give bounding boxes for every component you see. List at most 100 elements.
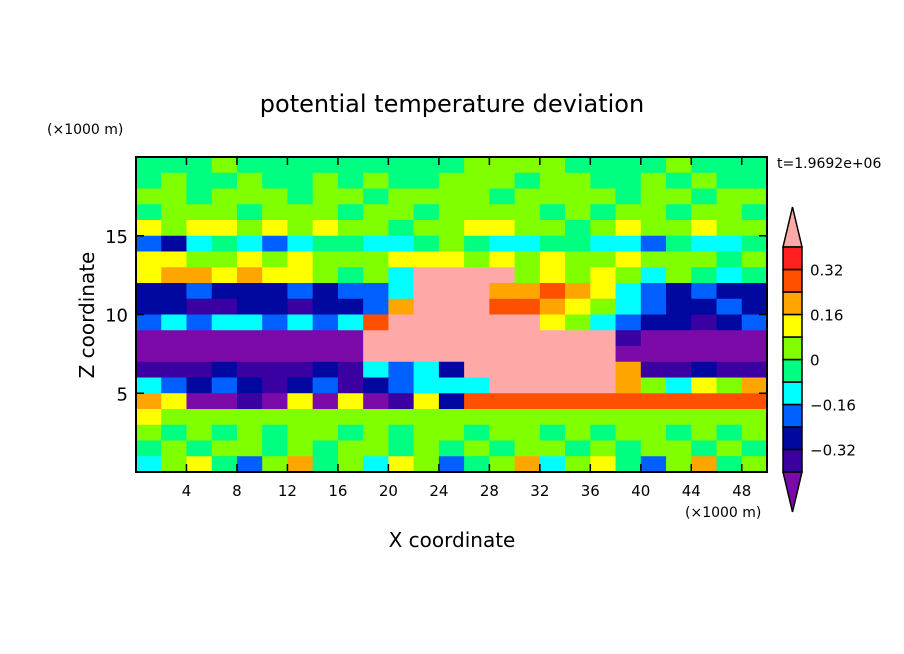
heatmap-cell	[186, 393, 213, 410]
heatmap-cell	[287, 283, 314, 300]
heatmap-cell	[666, 220, 692, 237]
heatmap-cell	[615, 440, 642, 457]
heatmap-cell	[691, 361, 718, 378]
heatmap-cell	[236, 440, 263, 457]
heatmap-cell	[161, 393, 187, 410]
heatmap-cell	[741, 251, 768, 268]
heatmap-cell	[590, 456, 617, 473]
heatmap-cell	[691, 456, 718, 473]
heatmap-cell	[565, 361, 591, 378]
heatmap-cell	[716, 172, 743, 189]
heatmap-cell	[388, 456, 415, 473]
colorbar-box	[782, 336, 803, 361]
heatmap-cell	[741, 456, 768, 473]
heatmap-cell	[489, 204, 516, 221]
heatmap-cell	[312, 361, 339, 378]
heatmap-cell	[312, 283, 339, 300]
heatmap-cell	[211, 251, 238, 268]
heatmap-cell	[337, 267, 364, 284]
heatmap-cell	[287, 220, 314, 237]
heatmap-cell	[741, 172, 768, 189]
heatmap-cell	[590, 188, 617, 205]
heatmap-cell	[287, 172, 314, 189]
heatmap-cell	[211, 377, 238, 394]
heatmap-cell	[514, 377, 541, 394]
heatmap-cell	[691, 298, 718, 315]
heatmap-cell	[514, 267, 541, 284]
heatmap-cell	[565, 314, 591, 331]
heatmap-cell	[489, 314, 516, 331]
heatmap-cell	[236, 204, 263, 221]
heatmap-cell	[136, 393, 162, 410]
heatmap-cell	[666, 361, 692, 378]
heatmap-cell	[236, 393, 263, 410]
heatmap-cell	[590, 172, 617, 189]
heatmap-cell	[741, 188, 768, 205]
heatmap-cell	[388, 330, 415, 347]
heatmap-cell	[666, 440, 692, 457]
heatmap-cell	[741, 204, 768, 221]
heatmap-cell	[388, 409, 415, 426]
heatmap-cell	[312, 440, 339, 457]
heatmap-cell	[287, 424, 314, 441]
heatmap-cell	[161, 235, 187, 252]
heatmap-cell	[464, 456, 490, 473]
heatmap-cell	[615, 283, 642, 300]
heatmap-cell	[741, 440, 768, 457]
heatmap-cell	[236, 346, 263, 363]
heatmap-cell	[489, 220, 516, 237]
heatmap-cell	[161, 346, 187, 363]
heatmap-cell	[741, 409, 768, 426]
heatmap-cell	[514, 424, 541, 441]
heatmap-cell	[615, 314, 642, 331]
heatmap-cell	[489, 172, 516, 189]
heatmap-cell	[186, 361, 213, 378]
heatmap-cell	[312, 235, 339, 252]
heatmap-cell	[312, 251, 339, 268]
heatmap-cell	[438, 220, 465, 237]
heatmap-cell	[666, 330, 692, 347]
heatmap-cell	[287, 456, 314, 473]
heatmap-cell	[514, 346, 541, 363]
heatmap-cell	[741, 298, 768, 315]
heatmap-cell	[161, 220, 187, 237]
x-tick-label: 28	[480, 482, 499, 500]
heatmap-cell	[287, 346, 314, 363]
heatmap-cell	[312, 157, 339, 174]
heatmap-cell	[666, 267, 692, 284]
heatmap-cell	[337, 188, 364, 205]
y-tick-label: 10	[105, 306, 128, 327]
heatmap-cell	[464, 314, 490, 331]
heatmap-cell	[413, 346, 440, 363]
heatmap-cell	[666, 298, 692, 315]
heatmap-cell	[464, 330, 490, 347]
heatmap-cell	[186, 440, 213, 457]
heatmap-cell	[388, 424, 415, 441]
heatmap-cell	[136, 235, 162, 252]
heatmap-cell	[337, 220, 364, 237]
heatmap-cell	[464, 172, 490, 189]
heatmap-cell	[438, 251, 465, 268]
heatmap-cell	[287, 251, 314, 268]
x-tick-label: 12	[278, 482, 297, 500]
heatmap-cell	[590, 220, 617, 237]
heatmap-cell	[262, 283, 288, 300]
heatmap-cell	[161, 188, 187, 205]
colorbar-tick-label: 0	[810, 352, 820, 370]
heatmap-cell	[640, 204, 667, 221]
colorbar-tick-label: 0.32	[810, 262, 843, 280]
heatmap-cell	[287, 314, 314, 331]
heatmap-cell	[388, 204, 415, 221]
chart-title: potential temperature deviation	[260, 90, 644, 118]
heatmap-cell	[489, 346, 516, 363]
heatmap-cell	[640, 172, 667, 189]
heatmap-cell	[565, 330, 591, 347]
heatmap-cell	[666, 251, 692, 268]
heatmap-cell	[615, 377, 642, 394]
x-tick-label: 44	[682, 482, 701, 500]
heatmap-cell	[565, 235, 591, 252]
heatmap-cell	[666, 377, 692, 394]
heatmap-cell	[236, 157, 263, 174]
heatmap-cell	[741, 377, 768, 394]
